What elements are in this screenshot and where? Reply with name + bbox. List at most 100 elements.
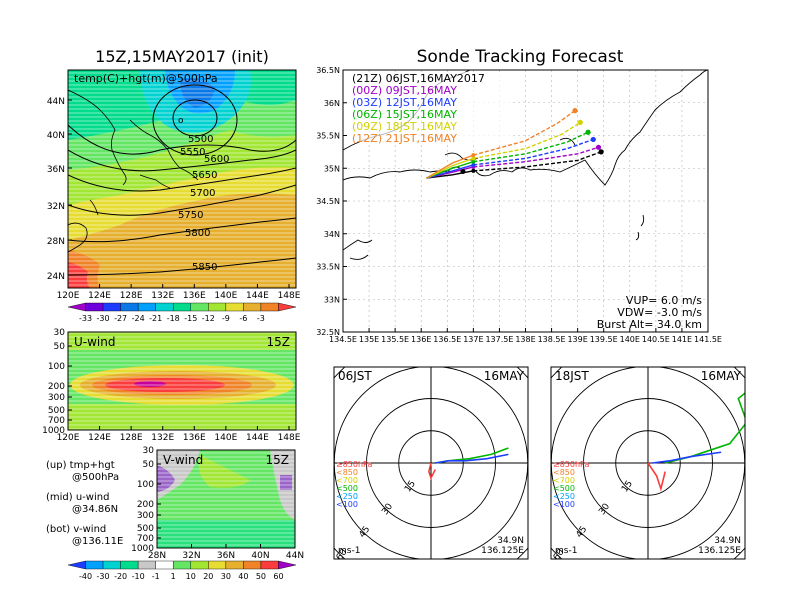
hodograph-lat: 34.9N: [714, 536, 741, 546]
colorbar-label: -33: [79, 314, 92, 323]
hodograph-lon: 136.125E: [698, 546, 741, 556]
level-legend-item: ≥850hPa: [553, 460, 590, 469]
hodograph-ring: [615, 430, 681, 496]
level-legend-item: <700: [336, 476, 358, 485]
level-legend-item: <100: [336, 500, 358, 509]
hodograph-time: 06JST: [338, 369, 372, 383]
track-lat-ticks: 36.5N 36N 35.5N 35N 34.5N 34N 33.5N 33N 32.5N: [316, 66, 347, 337]
colorbar-label: -18: [167, 314, 180, 323]
lon-tick-label: 139.5E: [590, 335, 618, 344]
colorbar-swatch: [120, 302, 139, 312]
colorbar-label: 40: [238, 572, 248, 581]
lon-tick-label: 138.5E: [538, 335, 566, 344]
colorbar-swatch: [190, 560, 209, 570]
level-legend-item: <850: [553, 468, 575, 477]
lat-tick-label: 34N: [324, 230, 340, 239]
map-title: 15Z,15MAY2017 (init): [95, 47, 269, 66]
colorbar-label: -1: [152, 572, 160, 581]
level-legend-item: <100: [553, 500, 575, 509]
track-map: [343, 70, 708, 332]
uwind-texture: [68, 332, 296, 430]
param-vup: VUP= 6.0 m/s: [626, 294, 702, 307]
colorbar-swatch: [260, 560, 279, 570]
low-center-marker: o: [178, 116, 184, 126]
colorbar-swatch: [173, 302, 191, 312]
legend-line: (up) tmp+hgt: [46, 460, 115, 471]
track-series-line: [426, 170, 474, 179]
lon-tick-label: 28N: [148, 551, 166, 561]
track-series-line: [426, 161, 474, 179]
lat-tick-label: 36.5N: [316, 66, 340, 75]
lon-tick-label: 136.5E: [433, 335, 461, 344]
lat-tick-label: 32N: [47, 202, 65, 212]
track-coastline: [343, 70, 708, 260]
track-series-line: [473, 138, 594, 166]
legend-line: @34.86N: [72, 504, 118, 515]
map-lon-ticks: 120E 124E 128E 132E 136E 140E 144E 148E: [57, 284, 301, 301]
colorbar-label: -9: [222, 314, 230, 323]
pressure-tick-label: 700: [137, 534, 154, 544]
ring-label: 60: [552, 547, 567, 562]
lon-tick-label: 140E: [214, 291, 237, 301]
colorbar-swatch: [190, 302, 209, 312]
lon-tick-label: 134.5E: [329, 335, 357, 344]
lon-tick-label: 144E: [246, 433, 269, 443]
track-legend-bg: [348, 72, 510, 142]
lat-tick-label: 24N: [47, 272, 65, 282]
legend-line: (mid) u-wind: [46, 492, 109, 503]
colorbar-swatch: [208, 302, 227, 312]
lat-tick-label: 32.5N: [316, 328, 340, 337]
hodograph-frame: [333, 366, 529, 560]
uwind-frame: [67, 331, 297, 431]
lon-tick-label: 128E: [120, 433, 143, 443]
lon-tick-label: 138E: [515, 335, 535, 344]
map-lat-ticks: 44N 40N 36N 32N 28N 24N: [47, 97, 72, 282]
pressure-tick-label: 30: [143, 446, 155, 456]
lon-tick-label: 136E: [183, 291, 206, 301]
level-legend-item: <500: [336, 484, 358, 493]
track-legend-item: (21Z) 06JST,16MAY2017: [352, 72, 485, 85]
pressure-tick-label: 1000: [42, 426, 65, 436]
track-legend-item: (00Z) 09JST,16MAY: [352, 84, 457, 97]
hodograph-trace: [647, 462, 666, 492]
wind-colorbar: -40 -30 -20 -10 -1 1 10 20 30 40 50 60: [67, 560, 297, 581]
vwind-time: 15Z: [266, 453, 290, 467]
colorbar-swatch: [85, 560, 104, 570]
lat-tick-label: 36N: [324, 99, 340, 108]
colorbar-label: 30: [221, 572, 231, 581]
colorbar-label: -40: [79, 572, 92, 581]
lon-tick-label: 148E: [278, 433, 301, 443]
level-legend-item: <250: [336, 492, 358, 501]
pressure-tick-label: 200: [48, 382, 65, 392]
lon-tick-label: 120E: [57, 433, 80, 443]
lon-tick-label: 140E: [620, 335, 640, 344]
lon-tick-label: 140.5E: [642, 335, 670, 344]
contour-label: 5750: [178, 210, 203, 221]
lon-tick-label: 144E: [246, 291, 269, 301]
colorbar-swatch: [137, 560, 156, 570]
pressure-tick-label: 200: [137, 500, 154, 510]
track-title: Sonde Tracking Forecast: [417, 47, 624, 67]
level-legend-item: <850: [336, 468, 358, 477]
map-frame: [67, 69, 297, 289]
pressure-tick-label: 300: [48, 393, 65, 403]
colorbar-label: -24: [132, 314, 145, 323]
level-legend-item: <500: [553, 484, 575, 493]
legend-line: (bot) v-wind: [46, 524, 106, 535]
lon-tick-label: 44N: [286, 551, 304, 561]
lon-tick-label: 141E: [672, 335, 692, 344]
hodograph-ring: [398, 430, 464, 496]
param-vdw: VDW= -3.0 m/s: [617, 306, 702, 319]
uwind-panel: [68, 332, 296, 430]
track-params: VUP= 6.0 m/s VDW= -3.0 m/s Burst Alt= 34…: [597, 294, 703, 331]
legend-line: @136.11E: [72, 536, 123, 547]
pressure-tick-label: 300: [137, 511, 154, 521]
colorbar-label: 20: [203, 572, 213, 581]
colorbar-label: 10: [186, 572, 196, 581]
lon-tick-label: 139E: [567, 335, 587, 344]
pressure-tick-label: 700: [48, 416, 65, 426]
